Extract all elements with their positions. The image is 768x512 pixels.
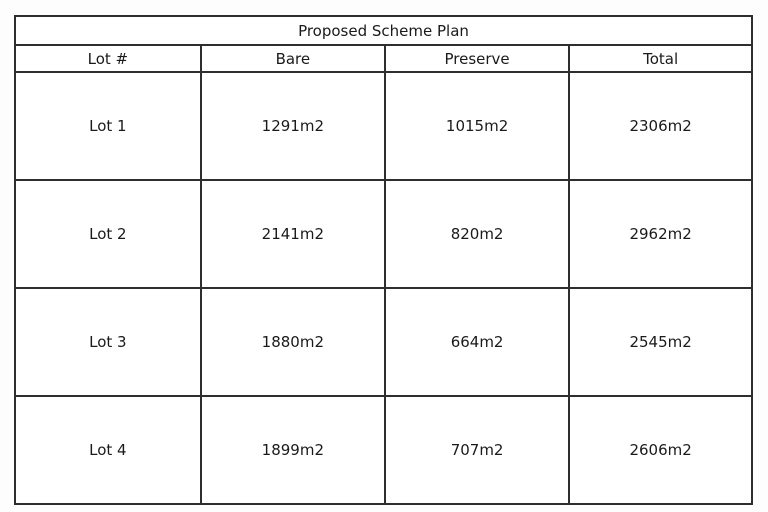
cell-total: 2306m2 bbox=[568, 71, 753, 181]
cell-lot: Lot 1 bbox=[14, 71, 202, 181]
table-row: Lot 1 1291m2 1015m2 2306m2 bbox=[14, 71, 753, 181]
proposed-scheme-plan-table: Proposed Scheme Plan Lot # Bare Preserve… bbox=[14, 15, 753, 505]
table-title-row: Proposed Scheme Plan bbox=[14, 15, 753, 46]
cell-bare: 1291m2 bbox=[199, 71, 386, 181]
cell-preserve: 1015m2 bbox=[383, 71, 571, 181]
cell-lot: Lot 4 bbox=[14, 395, 202, 505]
cell-bare: 1899m2 bbox=[199, 395, 386, 505]
column-header-bare: Bare bbox=[199, 44, 386, 73]
cell-lot: Lot 2 bbox=[14, 179, 202, 289]
cell-bare: 1880m2 bbox=[199, 287, 386, 397]
table-row: Lot 3 1880m2 664m2 2545m2 bbox=[14, 287, 753, 397]
column-header-preserve: Preserve bbox=[383, 44, 571, 73]
column-header-total: Total bbox=[568, 44, 753, 73]
table-row: Lot 2 2141m2 820m2 2962m2 bbox=[14, 179, 753, 289]
table-header-row: Lot # Bare Preserve Total bbox=[14, 44, 753, 73]
cell-preserve: 707m2 bbox=[383, 395, 571, 505]
cell-preserve: 664m2 bbox=[383, 287, 571, 397]
cell-lot: Lot 3 bbox=[14, 287, 202, 397]
cell-total: 2545m2 bbox=[568, 287, 753, 397]
table-title: Proposed Scheme Plan bbox=[14, 15, 753, 46]
cell-total: 2962m2 bbox=[568, 179, 753, 289]
table-row: Lot 4 1899m2 707m2 2606m2 bbox=[14, 395, 753, 505]
cell-preserve: 820m2 bbox=[383, 179, 571, 289]
cell-total: 2606m2 bbox=[568, 395, 753, 505]
column-header-lot: Lot # bbox=[14, 44, 202, 73]
cell-bare: 2141m2 bbox=[199, 179, 386, 289]
